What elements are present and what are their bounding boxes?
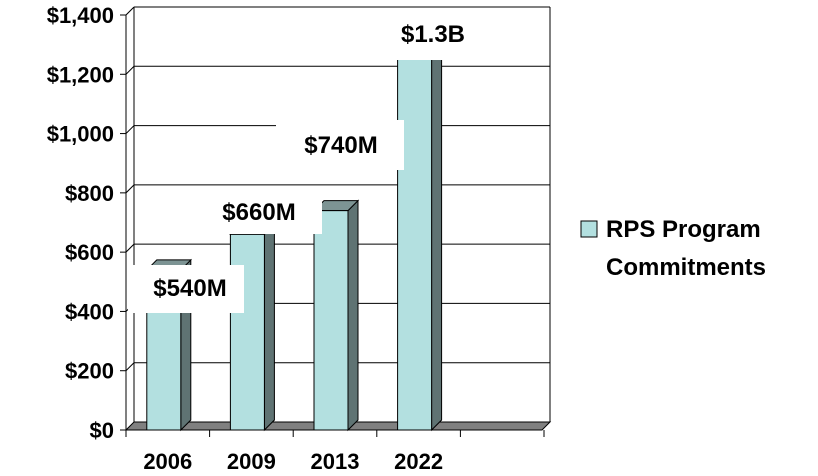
bar-2009 — [229, 223, 276, 432]
bar-front — [397, 44, 433, 431]
gridline-diagonal — [125, 6, 135, 16]
y-axis-tick-labels: $0 $200 $400 $600 $800 $1,000 $1,200 $1,400 — [47, 3, 114, 443]
gridline-diagonal — [125, 362, 135, 372]
bar-front — [313, 210, 349, 431]
legend-swatch — [580, 220, 598, 238]
gridline-diagonal — [125, 125, 135, 134]
data-label: $540M — [153, 275, 226, 302]
data-label: $660M — [222, 199, 295, 226]
x-tick-label: 2022 — [394, 449, 443, 474]
data-label-background — [198, 188, 322, 234]
y-tick-label: $400 — [65, 299, 114, 324]
x-axis-tick-labels: 2006 2009 2013 2022 — [143, 449, 443, 474]
bars — [145, 33, 443, 432]
x-tick-label: 2006 — [143, 449, 192, 474]
data-label-background — [376, 8, 496, 60]
y-tick-label: $800 — [65, 181, 114, 206]
x-tick-label: 2013 — [311, 449, 360, 474]
legend-label-line-2: Commitments — [606, 254, 766, 281]
data-label-background — [128, 265, 244, 313]
gridline-diagonal — [125, 65, 135, 75]
x-tick-label: 2009 — [227, 449, 276, 474]
bar-2013 — [312, 199, 360, 432]
gridline-diagonal — [125, 243, 135, 253]
data-label: $740M — [304, 132, 377, 159]
data-label-background — [276, 120, 404, 170]
bar-side — [431, 33, 443, 432]
bar-side — [347, 199, 359, 432]
data-labels: $540M $660M $740M $1.3B — [128, 8, 496, 313]
bar-front — [229, 233, 265, 431]
y-tick-label: $200 — [65, 359, 114, 384]
y-tick-label: $1,000 — [47, 122, 114, 147]
data-label: $1.3B — [401, 21, 465, 48]
y-tick-label: $1,200 — [47, 62, 114, 87]
y-tick-label: $0 — [90, 418, 114, 443]
legend-label-line-1: RPS Program — [606, 216, 761, 243]
y-tick-label: $1,400 — [47, 3, 114, 28]
bar-2022 — [396, 33, 443, 432]
gridline-diagonal — [125, 184, 135, 194]
bar-side — [263, 223, 275, 432]
legend: RPS Program Commitments — [580, 216, 766, 281]
y-tick-label: $600 — [65, 240, 114, 265]
